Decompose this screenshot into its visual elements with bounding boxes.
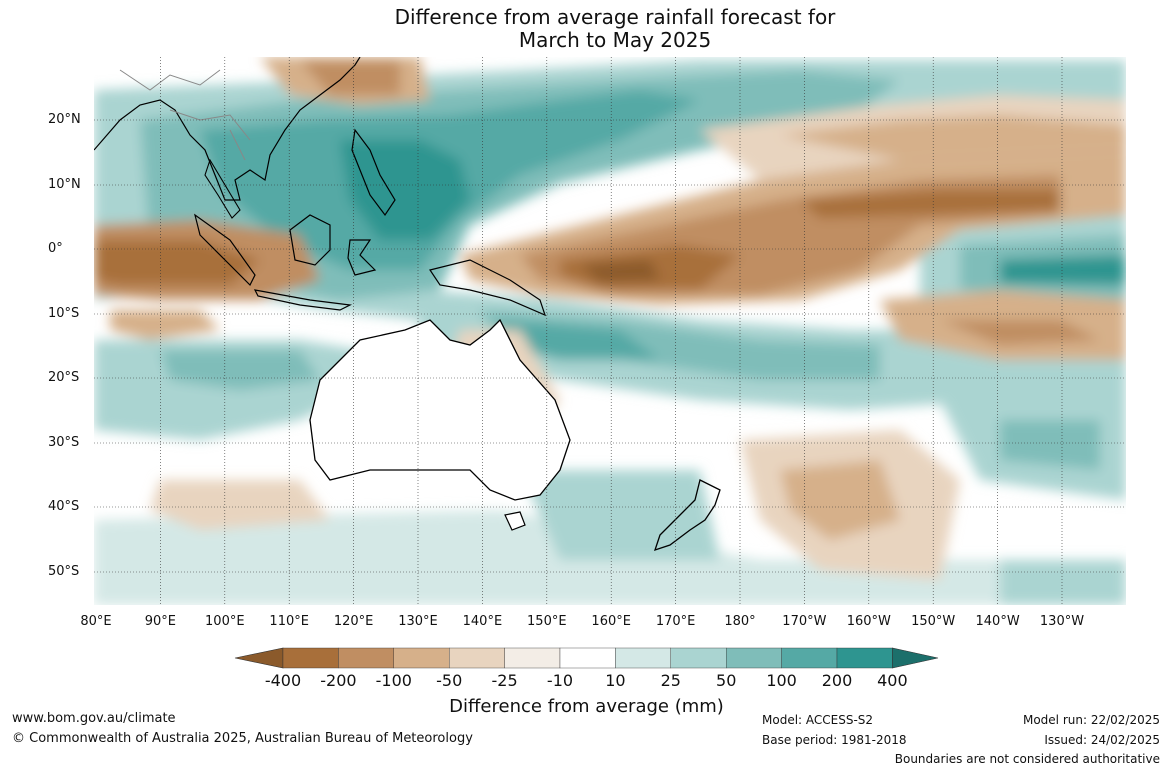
- website-link[interactable]: www.bom.gov.au/climate: [12, 711, 176, 726]
- latitude-label: 50°S: [48, 564, 80, 579]
- issued-text: Issued: 24/02/2025: [1044, 733, 1160, 747]
- map-title-line2: March to May 2025: [518, 28, 712, 52]
- colorbar-swatch: [781, 647, 838, 669]
- asia-coastline: [94, 57, 361, 201]
- tasmania-outline: [504, 511, 526, 531]
- longitude-label: 100°E: [205, 614, 245, 629]
- latitude-label: 20°S: [48, 370, 80, 385]
- graticule: [94, 57, 1126, 605]
- australia-outline: [309, 318, 571, 501]
- model-text: Model: ACCESS-S2: [762, 713, 874, 727]
- longitude-label: 170°W: [782, 614, 827, 629]
- longitude-label: 120°E: [333, 614, 374, 629]
- colorbar-swatch: [559, 647, 616, 669]
- colorbar-tick-label: 10: [605, 671, 626, 690]
- colorbar-tick-label: 200: [821, 671, 853, 690]
- longitude-label: 150°E: [527, 614, 567, 629]
- longitude-label: 130°W: [1039, 614, 1085, 629]
- sumatra-outline: [194, 213, 256, 287]
- java-outline: [253, 289, 353, 311]
- rainfall-field: [94, 57, 1126, 605]
- colorbar-swatch: [726, 647, 782, 669]
- longitude-label: 150°W: [911, 614, 956, 629]
- map-title-line1: Difference from average rainfall forecas…: [394, 5, 836, 29]
- longitude-label: 140°W: [975, 614, 1020, 629]
- latitude-label: 10°S: [48, 306, 80, 321]
- disclaimer-text: Boundaries are not considered authoritat…: [894, 752, 1160, 766]
- colorbar-swatch: [393, 647, 450, 669]
- colorbar-tick-label: -100: [375, 671, 412, 690]
- philippines-outline: [351, 128, 396, 217]
- colorbar-swatch: [504, 647, 561, 669]
- latitude-label: 40°S: [48, 499, 80, 514]
- colorbar-tick-label: -400: [264, 671, 302, 690]
- sulawesi-outline: [347, 239, 377, 276]
- longitude-label: 80°E: [80, 614, 112, 629]
- latitude-label: 10°N: [48, 177, 81, 192]
- colorbar-tick-label: 100: [766, 671, 797, 690]
- longitude-label: 90°E: [144, 614, 177, 629]
- copyright-text: © Commonwealth of Australia 2025, Austra…: [12, 731, 473, 746]
- latitude-label: 0°: [48, 241, 63, 256]
- colorbar-swatch: [615, 647, 672, 669]
- colorbar: [234, 647, 939, 669]
- colorbar-tick-label: 50: [716, 671, 737, 690]
- latitude-label: 20°N: [48, 112, 81, 127]
- longitude-label: 130°E: [398, 614, 438, 629]
- indochina-outline: [204, 158, 241, 219]
- colorbar-swatch: [670, 647, 727, 669]
- colorbar-arrow-high: [892, 647, 939, 669]
- colorbar-tick-label: 25: [660, 671, 681, 690]
- longitude-label: 160°W: [846, 614, 891, 629]
- colorbar-swatch: [338, 647, 394, 669]
- colorbar-tick-label: 400: [877, 671, 908, 690]
- borneo-outline: [289, 214, 331, 266]
- new-guinea-outline: [429, 259, 546, 317]
- colorbar-tick-label: -25: [491, 671, 518, 690]
- longitude-label: 180°: [724, 614, 756, 629]
- longitude-label: 160°E: [591, 614, 631, 629]
- longitude-label: 170°E: [655, 614, 696, 629]
- colorbar-tick-label: -10: [546, 671, 574, 690]
- colorbar-swatch: [836, 647, 893, 669]
- colorbar-swatch: [449, 647, 505, 669]
- new-zealand-outline: [653, 479, 721, 552]
- longitude-label: 140°E: [462, 614, 503, 629]
- colorbar-tick-label: -200: [320, 671, 357, 690]
- colorbar-swatch: [282, 647, 339, 669]
- model-run-text: Model run: 22/02/2025: [1022, 713, 1160, 727]
- base-period-text: Base period: 1981-2018: [762, 733, 907, 747]
- colorbar-tick-label: -50: [436, 671, 463, 690]
- country-borders: [119, 69, 251, 161]
- colorbar-title: Difference from average (mm): [449, 696, 724, 717]
- longitude-label: 110°E: [269, 614, 309, 629]
- latitude-label: 30°S: [48, 435, 80, 450]
- colorbar-arrow-low: [234, 647, 284, 669]
